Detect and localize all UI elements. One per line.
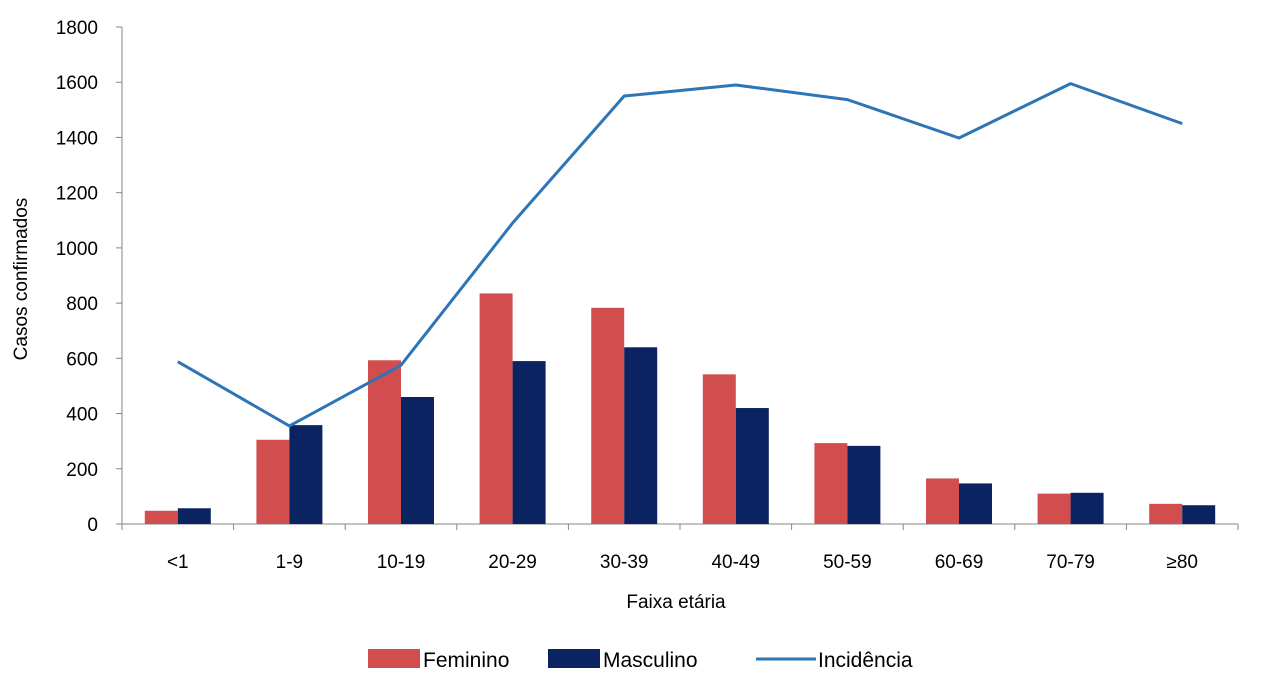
bar-feminino (926, 478, 959, 524)
bar-masculino (289, 425, 323, 524)
y-tick-label: 600 (66, 349, 98, 370)
x-tick-label: 60-69 (935, 552, 984, 573)
y-tick-label: 0 (87, 515, 98, 536)
x-tick-label: 40-49 (711, 552, 760, 573)
bar-masculino (847, 445, 881, 524)
x-tick-label: 20-29 (488, 552, 537, 573)
y-axis-title: Casos confirmados (11, 198, 32, 361)
bar-feminino (256, 439, 290, 524)
legend-swatch-feminino (368, 649, 420, 668)
bar-feminino (591, 307, 625, 524)
bar-feminino (1037, 493, 1071, 524)
bar-masculino (177, 508, 211, 524)
legend-label-masculino: Masculino (603, 649, 698, 672)
y-tick-label: 800 (66, 294, 98, 315)
y-tick-label: 1600 (56, 73, 98, 94)
bar-masculino (735, 408, 769, 524)
lines (177, 82, 1183, 428)
x-axis-title: Faixa etária (626, 592, 726, 613)
x-tick-label: ≥80 (1166, 552, 1198, 573)
bar-feminino (702, 374, 736, 524)
legend-label-feminino: Feminino (423, 649, 509, 672)
legend-label-incidencia: Incidência (818, 649, 913, 672)
bar-feminino (368, 360, 401, 524)
line-incidencia (177, 82, 1183, 428)
bar-feminino (479, 293, 513, 524)
y-tick-label: 200 (66, 460, 98, 481)
x-tick-label: 30-39 (600, 552, 649, 573)
bar-feminino (814, 443, 848, 524)
y-tick-label: 1200 (56, 184, 98, 205)
x-tick-label: 10-19 (377, 552, 426, 573)
bars (144, 293, 1216, 524)
y-tick-label: 1000 (56, 239, 98, 260)
bar-masculino (512, 361, 546, 524)
x-axis: <1 1-9 10-19 20-29 30-39 40-49 50-59 60-69 70-79… (121, 523, 1239, 573)
x-tick-label: 50-59 (823, 552, 872, 573)
x-tick-label: 1-9 (276, 552, 303, 573)
x-tick-label: <1 (167, 552, 189, 573)
y-tick-label: 400 (66, 405, 98, 426)
bar-masculino (959, 483, 992, 524)
y-tick-label: 1800 (56, 18, 98, 39)
bar-feminino (144, 510, 178, 524)
bar-masculino (1070, 492, 1104, 524)
bar-feminino (1149, 503, 1183, 524)
bar-masculino (1182, 505, 1216, 524)
legend: Feminino Masculino Incidência (368, 649, 913, 672)
bar-masculino (624, 347, 658, 524)
x-tick-label: 70-79 (1046, 552, 1095, 573)
legend-swatch-masculino (548, 649, 600, 668)
y-axis: 0 200 400 600 800 1000 1200 1400 1600 1800 (56, 18, 123, 536)
bar-masculino (401, 396, 434, 524)
y-tick-label: 1400 (56, 128, 98, 149)
